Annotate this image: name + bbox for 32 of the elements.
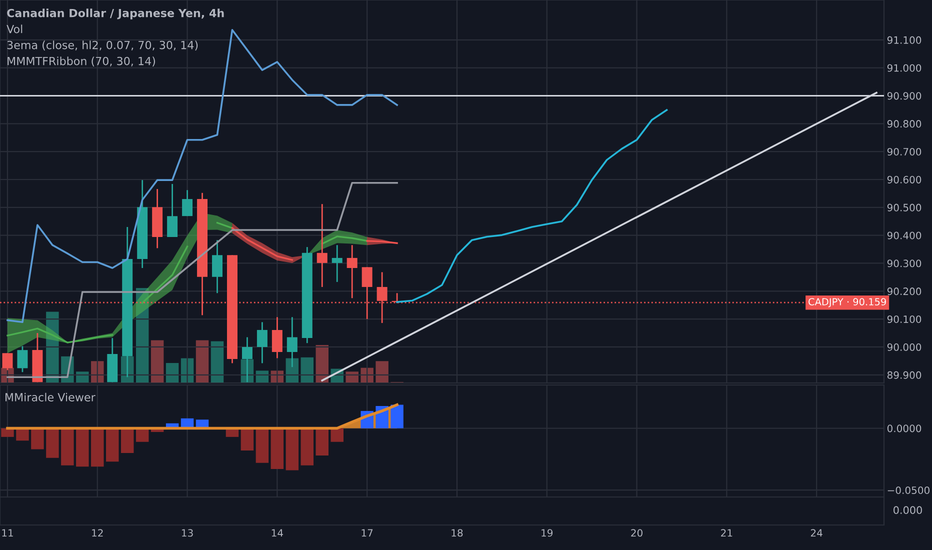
y-tick-label: 90.700 xyxy=(887,148,922,156)
x-tick-label: 17 xyxy=(362,529,373,537)
y-tick-label: 0.0000 xyxy=(887,424,922,432)
y-tick-label: 90.200 xyxy=(887,288,922,296)
y-tick-label: −0.0500 xyxy=(888,486,930,494)
x-tick-label: 18 xyxy=(452,529,463,537)
x-tick-label: 11 xyxy=(2,529,13,537)
annotation: MMMTFRibbon (70, 30, 14) xyxy=(8,56,156,67)
x-tick-label: 21 xyxy=(721,529,732,537)
ref-line-label: CADJPY · 90.159 xyxy=(808,298,886,308)
text: MMiracle Viewer xyxy=(6,392,96,402)
y-tick-label: 89.900 xyxy=(887,371,922,379)
x-tick-label: 19 xyxy=(542,529,553,537)
chart-title: Vol xyxy=(6,24,22,34)
y-tick-label: 90.000 xyxy=(887,343,922,351)
y-tick-label: 90.600 xyxy=(887,176,922,184)
y-tick-label: 90.300 xyxy=(887,260,922,268)
y-tick-label: 90.500 xyxy=(887,204,922,212)
x-tick-label: 20 xyxy=(631,529,642,537)
x-tick-label: 12 xyxy=(92,529,103,537)
x-tick-label: 13 xyxy=(182,529,193,537)
y-tick-label: 91.000 xyxy=(887,64,922,72)
x-tick-label: 24 xyxy=(810,529,822,537)
annotation: 3ema (close, hl2, 0.07, 70, 30, 14) xyxy=(7,40,198,51)
text: 0.000 xyxy=(894,506,922,514)
y-tick-label: 90.400 xyxy=(887,232,922,240)
y-tick-label: 90.800 xyxy=(887,120,922,128)
text: Canadian Dollar / Japanese Yen, 4h xyxy=(7,8,224,20)
y-tick-label: 91.100 xyxy=(887,36,922,44)
x-tick-label: 14 xyxy=(272,529,283,537)
y-tick-label: 90.900 xyxy=(887,92,922,100)
y-tick-label: 90.100 xyxy=(887,315,922,324)
